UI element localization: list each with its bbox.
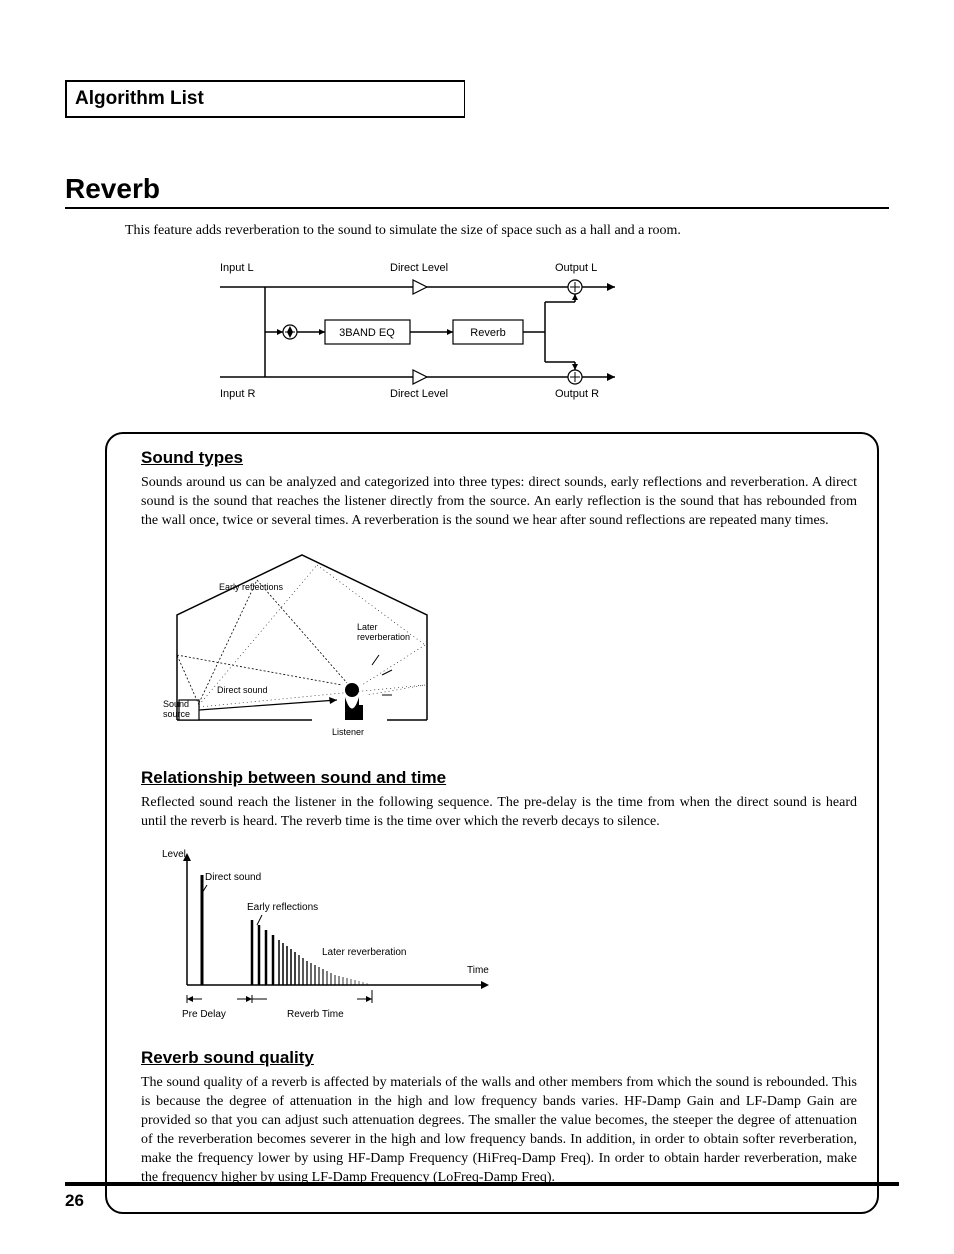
main-title: Reverb xyxy=(65,173,889,205)
relationship-heading: Relationship between sound and time xyxy=(141,768,857,788)
label-predelay: Pre Delay xyxy=(182,1009,226,1020)
reverb-box-label: Reverb xyxy=(470,327,505,339)
title-rule xyxy=(65,207,889,209)
label-listener: Listener xyxy=(332,727,364,737)
label-output-l: Output L xyxy=(555,262,597,274)
label-direct-bottom: Direct Level xyxy=(390,388,448,400)
room-diagram: Sound source Listener Direct sound Early… xyxy=(157,545,857,750)
info-box: Sound types Sounds around us can be anal… xyxy=(105,432,879,1214)
label-later2: reverberation xyxy=(357,632,410,642)
quality-body: The sound quality of a reverb is affecte… xyxy=(141,1074,857,1187)
header-box: Algorithm List xyxy=(65,80,465,118)
label-time: Time xyxy=(467,965,489,976)
label-reverbtime: Reverb Time xyxy=(287,1009,344,1020)
label-early-refl: Early reflections xyxy=(247,902,318,913)
room-diagram-svg: Sound source Listener Direct sound Early… xyxy=(157,545,477,745)
time-diagram: Level Time Direct sound Early reflection… xyxy=(157,845,857,1030)
time-diagram-svg: Level Time Direct sound Early reflection… xyxy=(157,845,537,1025)
label-input-l: Input L xyxy=(220,262,254,274)
label-input-r: Input R xyxy=(220,388,256,400)
label-early: Early reflections xyxy=(219,582,284,592)
sound-types-heading: Sound types xyxy=(141,448,857,468)
label-source2: source xyxy=(163,709,190,719)
label-source1: Sound xyxy=(163,699,189,709)
label-direct-top: Direct Level xyxy=(390,262,448,274)
intro-text: This feature adds reverberation to the s… xyxy=(125,223,889,239)
label-later1: Later xyxy=(357,622,378,632)
eq-box-label: 3BAND EQ xyxy=(339,327,395,339)
label-output-r: Output R xyxy=(555,388,599,400)
sound-types-body: Sounds around us can be analyzed and cat… xyxy=(141,474,857,531)
bottom-rule xyxy=(65,1182,899,1186)
label-level: Level xyxy=(162,849,186,860)
label-direct-sound: Direct sound xyxy=(205,872,261,883)
relationship-body: Reflected sound reach the listener in th… xyxy=(141,794,857,832)
label-later-reverb: Later reverberation xyxy=(322,947,407,958)
signal-flow-diagram: Input L Direct Level Output L Input R Di… xyxy=(195,257,889,412)
signal-flow-svg: Input L Direct Level Output L Input R Di… xyxy=(195,257,665,407)
header-title: Algorithm List xyxy=(75,88,204,109)
label-direct: Direct sound xyxy=(217,685,268,695)
page-number: 26 xyxy=(65,1191,84,1211)
quality-heading: Reverb sound quality xyxy=(141,1048,857,1068)
